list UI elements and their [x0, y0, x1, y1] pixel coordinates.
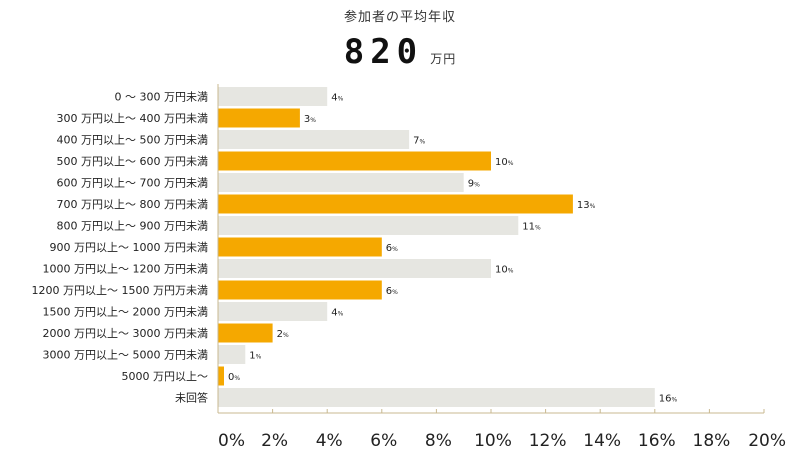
bar	[218, 259, 491, 278]
bar	[218, 345, 246, 364]
category-label: 900 万円以上～ 1000 万円未満	[50, 241, 208, 254]
x-tick-label: 2%	[261, 431, 288, 451]
bar	[218, 237, 382, 257]
value-label: 7%	[413, 136, 425, 147]
value-label: 10%	[495, 265, 514, 276]
average-income-headline: 820 万円	[0, 32, 800, 72]
x-tick-label: 0%	[218, 431, 245, 451]
value-label: 1%	[249, 351, 261, 362]
category-label: 2000 万円以上～ 3000 万円未満	[43, 327, 208, 340]
value-label: 3%	[304, 114, 316, 125]
x-tick-label: 6%	[370, 431, 397, 451]
x-tick-label: 18%	[693, 431, 731, 451]
x-tick-label: 8%	[425, 431, 452, 451]
x-tick-label: 20%	[748, 431, 786, 451]
category-label: 3000 万円以上～ 5000 万円未満	[43, 349, 208, 362]
category-label: 1000 万円以上～ 1200 万円未満	[43, 263, 208, 276]
bar	[218, 216, 519, 235]
category-label: 5000 万円以上～	[122, 370, 209, 383]
x-tick-label: 14%	[583, 431, 621, 451]
value-label: 10%	[495, 157, 514, 168]
x-tick-label: 12%	[529, 431, 567, 451]
average-income-unit: 万円	[430, 52, 457, 66]
category-label: 500 万円以上～ 600 万円未満	[57, 155, 208, 168]
average-income-value: 820	[343, 32, 424, 72]
value-label: 13%	[577, 200, 596, 211]
category-label: 0 ～ 300 万円未満	[115, 91, 208, 104]
value-label: 9%	[468, 179, 480, 190]
bar	[218, 388, 655, 407]
bar	[218, 173, 464, 192]
x-tick-label: 4%	[316, 431, 343, 451]
category-label: 1200 万円以上～ 1500 万円万未満	[32, 284, 208, 297]
bar	[218, 366, 224, 386]
value-label: 6%	[386, 243, 398, 254]
bar	[218, 280, 382, 300]
bar	[218, 130, 410, 149]
category-label: 1500 万円以上～ 2000 万円未満	[43, 306, 208, 319]
category-label: 700 万円以上～ 800 万円未満	[57, 198, 208, 211]
value-label: 2%	[277, 329, 289, 340]
category-label: 400 万円以上～ 500 万円未満	[57, 134, 208, 147]
value-label: 4%	[331, 308, 343, 319]
bar	[218, 151, 491, 171]
category-label: 800 万円以上～ 900 万円未満	[57, 220, 208, 233]
value-label: 0%	[228, 372, 240, 383]
value-label: 16%	[659, 394, 678, 405]
x-tick-label: 10%	[474, 431, 512, 451]
value-label: 4%	[331, 93, 343, 104]
category-label: 600 万円以上～ 700 万円未満	[57, 177, 208, 190]
category-label: 300 万円以上～ 400 万円未満	[57, 112, 208, 125]
bar	[218, 302, 328, 321]
bar	[218, 323, 273, 343]
x-tick-label: 16%	[638, 431, 676, 451]
value-label: 6%	[386, 286, 398, 297]
value-label: 11%	[522, 222, 541, 233]
bar	[218, 108, 300, 128]
chart-subtitle: 参加者の平均年収	[343, 10, 456, 25]
category-label: 未回答	[175, 391, 208, 405]
bar	[218, 87, 328, 106]
bar	[218, 194, 573, 214]
